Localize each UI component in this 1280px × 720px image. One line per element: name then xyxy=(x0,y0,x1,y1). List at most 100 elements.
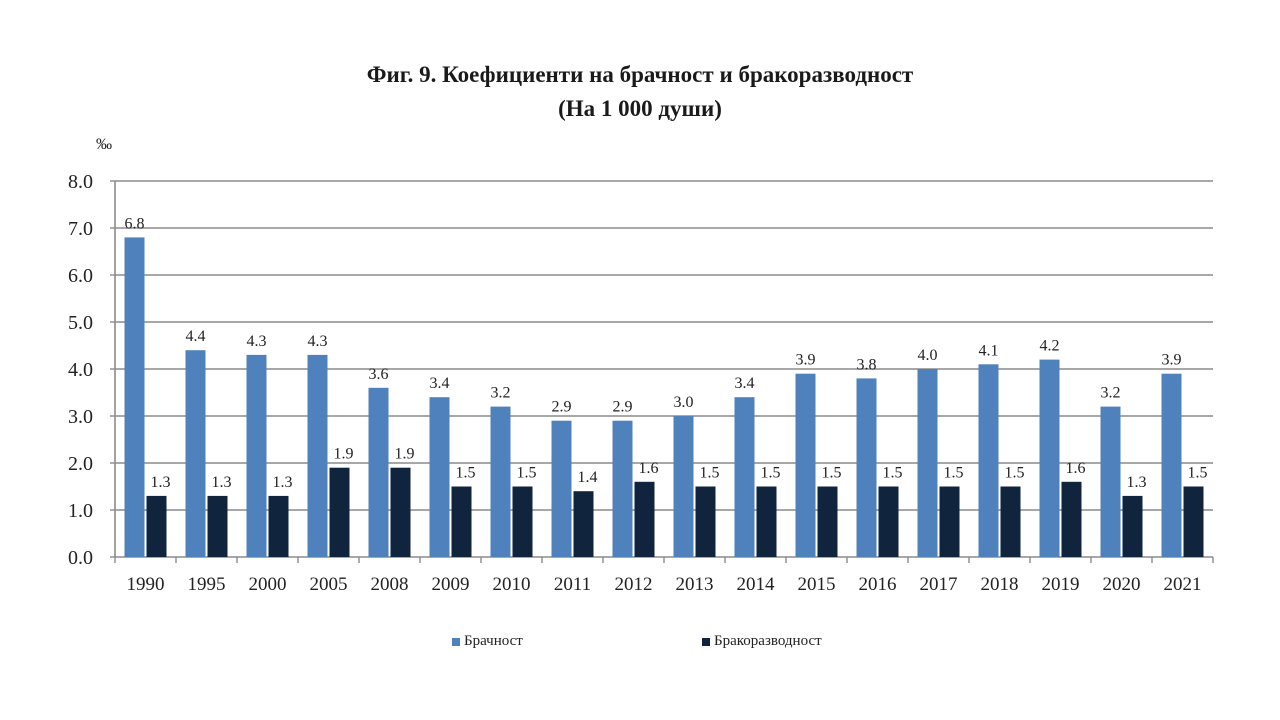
data-label: 1.5 xyxy=(1005,465,1025,482)
data-label: 3.4 xyxy=(735,375,755,392)
y-tick-label: 3.0 xyxy=(68,406,93,428)
bar-divorce xyxy=(390,467,411,557)
y-tick-label: 2.0 xyxy=(68,453,93,475)
bar-divorce xyxy=(1000,486,1021,557)
bar-divorce xyxy=(634,481,655,557)
data-label: 2.9 xyxy=(552,399,572,416)
y-tick-label: 5.0 xyxy=(68,312,93,334)
y-tick-label: 1.0 xyxy=(68,500,93,522)
data-label: 1.5 xyxy=(700,465,720,482)
bar-marriage xyxy=(307,354,328,557)
bar-marriage xyxy=(612,420,633,557)
legend-swatch-marriage xyxy=(452,637,460,646)
x-tick-label: 2018 xyxy=(981,574,1019,595)
bar-marriage xyxy=(1161,373,1182,557)
bar-marriage xyxy=(734,397,755,557)
bar-divorce xyxy=(573,491,594,557)
x-tick-label: 1995 xyxy=(188,574,226,595)
bar-marriage xyxy=(1039,359,1060,557)
data-label: 3.4 xyxy=(430,375,450,392)
data-label: 3.0 xyxy=(674,394,694,411)
data-label: 1.5 xyxy=(883,465,903,482)
bar-divorce xyxy=(268,495,289,557)
data-label: 3.6 xyxy=(369,366,389,383)
y-tick-label: 4.0 xyxy=(68,359,93,381)
bar-marriage xyxy=(185,350,206,557)
x-tick-label: 2010 xyxy=(493,574,531,595)
legend-label-divorce: Бракоразводност xyxy=(714,633,822,649)
bar-marriage xyxy=(124,237,145,557)
x-tick-label: 2000 xyxy=(249,574,287,595)
bar-marriage xyxy=(551,420,572,557)
data-label: 1.4 xyxy=(578,469,598,486)
bar-divorce xyxy=(939,486,960,557)
data-label: 1.3 xyxy=(212,474,232,491)
x-tick-label: 2011 xyxy=(554,574,591,595)
data-label: 3.2 xyxy=(491,385,511,402)
bar-marriage xyxy=(429,397,450,557)
data-label: 1.5 xyxy=(944,465,964,482)
legend-item-divorce: Бракоразводност xyxy=(702,633,822,650)
data-label: 4.2 xyxy=(1040,338,1060,355)
bar-marriage xyxy=(978,364,999,557)
data-label: 1.5 xyxy=(822,465,842,482)
bar-divorce xyxy=(878,486,899,557)
bar-divorce xyxy=(329,467,350,557)
data-label: 1.9 xyxy=(334,446,354,463)
data-label: 1.3 xyxy=(151,474,171,491)
x-tick-label: 2012 xyxy=(615,574,653,595)
y-axis-unit-label: ‰ xyxy=(96,136,112,153)
x-tick-label: 2016 xyxy=(859,574,897,595)
data-label: 6.8 xyxy=(125,215,145,232)
y-tick-label: 0.0 xyxy=(68,547,93,569)
x-tick-label: 2017 xyxy=(920,574,958,595)
bar-marriage xyxy=(795,373,816,557)
data-label: 3.9 xyxy=(1162,352,1182,369)
x-tick-label: 2005 xyxy=(310,574,348,595)
x-tick-label: 2020 xyxy=(1103,574,1141,595)
bar-marriage xyxy=(1100,406,1121,557)
bar-divorce xyxy=(756,486,777,557)
chart-subtitle: (На 1 000 души) xyxy=(558,96,722,121)
data-label: 1.3 xyxy=(273,474,293,491)
x-tick-label: 2014 xyxy=(737,574,776,595)
data-label: 1.5 xyxy=(1188,465,1208,482)
bar-divorce xyxy=(146,495,167,557)
data-label: 1.5 xyxy=(517,465,537,482)
x-tick-label: 2021 xyxy=(1164,574,1202,595)
bar-divorce xyxy=(207,495,228,557)
data-label: 1.6 xyxy=(1066,460,1086,477)
bar-marriage xyxy=(917,369,938,557)
data-label: 3.2 xyxy=(1101,385,1121,402)
data-label: 4.3 xyxy=(308,333,328,350)
data-label: 1.3 xyxy=(1127,474,1147,491)
bar-divorce xyxy=(1183,486,1204,557)
bar-divorce xyxy=(817,486,838,557)
x-tick-label: 2009 xyxy=(432,574,470,595)
bar-divorce xyxy=(512,486,533,557)
bar-marriage xyxy=(246,354,267,557)
bar-marriage xyxy=(368,387,389,557)
chart-title: Фиг. 9. Коефициенти на брачност и бракор… xyxy=(366,62,914,87)
data-label: 3.9 xyxy=(796,352,816,369)
bar-marriage xyxy=(856,378,877,557)
y-tick-label: 6.0 xyxy=(68,265,93,287)
legend-label-marriage: Брачност xyxy=(464,633,523,649)
data-label: 1.6 xyxy=(639,460,659,477)
data-label: 4.0 xyxy=(918,347,938,364)
data-label: 1.9 xyxy=(395,446,415,463)
bar-marriage xyxy=(673,416,694,557)
data-label: 3.8 xyxy=(857,356,877,373)
bar-divorce xyxy=(1061,481,1082,557)
x-tick-label: 2008 xyxy=(371,574,409,595)
data-label: 4.4 xyxy=(186,328,206,345)
bar-marriage xyxy=(490,406,511,557)
data-label: 2.9 xyxy=(613,399,633,416)
bar-divorce xyxy=(695,486,716,557)
x-tick-label: 1990 xyxy=(127,574,165,595)
legend-swatch-divorce xyxy=(702,637,710,646)
data-label: 4.3 xyxy=(247,333,267,350)
data-label: 1.5 xyxy=(761,465,781,482)
data-label: 1.5 xyxy=(456,465,476,482)
